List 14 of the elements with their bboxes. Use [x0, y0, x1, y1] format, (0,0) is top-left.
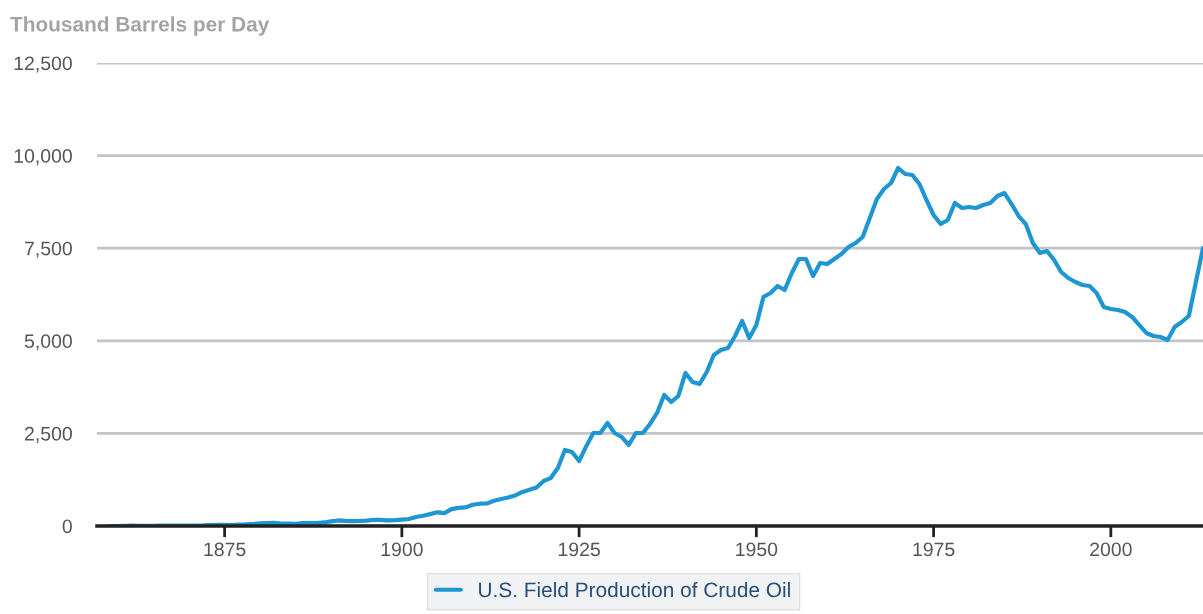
x-tick-label: 1950 [736, 542, 778, 557]
x-tick-label: 1975 [913, 542, 955, 557]
x-tick-label: 1925 [558, 542, 600, 557]
y-tick-label: 10,000 [14, 149, 72, 166]
y-tick-label: 7,500 [25, 241, 72, 258]
y-axis-title: Thousand Barrels per Day [10, 16, 270, 36]
y-tick-label: 5,000 [24, 334, 72, 351]
y-tick-label: 12,500 [14, 56, 72, 73]
x-tick-label: 1875 [204, 542, 246, 557]
x-tick-label: 2000 [1090, 542, 1132, 557]
y-tick-label: 0 [62, 519, 72, 534]
y-tick-label: 2,500 [25, 426, 72, 443]
legend-label: U.S. Field Production of Crude Oil [479, 581, 790, 598]
x-tick-label: 1900 [381, 542, 423, 557]
